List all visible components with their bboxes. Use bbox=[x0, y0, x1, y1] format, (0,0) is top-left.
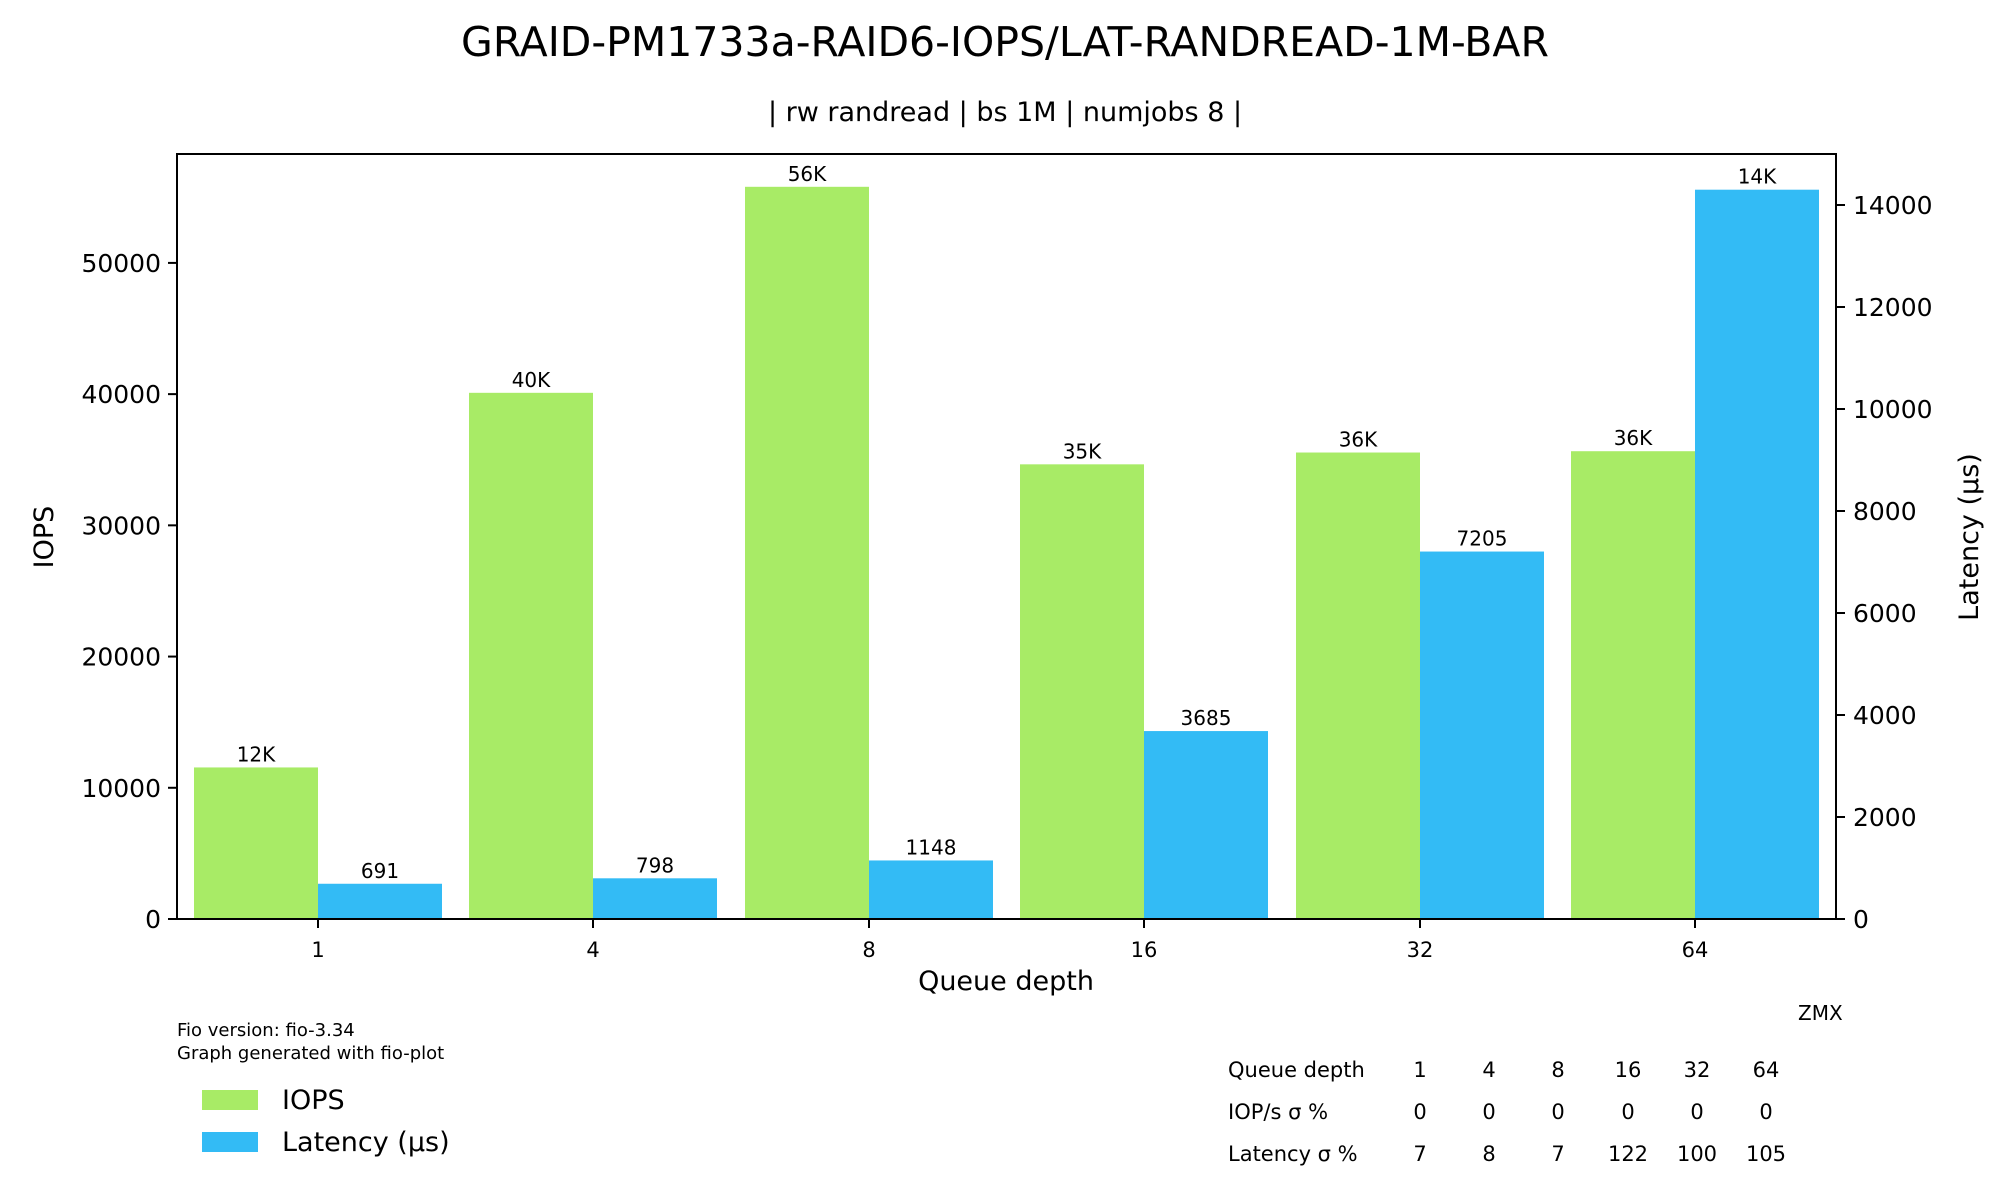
legend-label-latency: Latency (µs) bbox=[282, 1127, 450, 1158]
stats-cell: 0 bbox=[1690, 1100, 1703, 1124]
data-label-latency-16: 3685 bbox=[1181, 706, 1232, 730]
y-axis-label-right: Latency (µs) bbox=[1954, 453, 1985, 621]
stats-cell: 8 bbox=[1551, 1058, 1564, 1082]
data-label-latency-8: 1148 bbox=[906, 835, 957, 859]
bar-latency-64 bbox=[1695, 189, 1819, 919]
stats-cell: 0 bbox=[1413, 1100, 1426, 1124]
bar-latency-1 bbox=[318, 883, 442, 919]
stats-row-label: Latency σ % bbox=[1228, 1142, 1358, 1166]
watermark-text: ZMX bbox=[1798, 1001, 1843, 1025]
bar-latency-16 bbox=[1144, 731, 1268, 919]
bar-latency-4 bbox=[593, 878, 717, 919]
x-tick-label: 8 bbox=[862, 938, 875, 962]
chart-title: GRAID-PM1733a-RAID6-IOPS/LAT-RANDREAD-1M… bbox=[461, 18, 1549, 66]
x-tick-label: 32 bbox=[1407, 938, 1434, 962]
data-label-iops-8: 56K bbox=[788, 162, 827, 186]
stats-cell: 0 bbox=[1551, 1100, 1564, 1124]
bar-iops-16 bbox=[1020, 464, 1144, 919]
chart-subtitle: | rw randread | bs 1M | numjobs 8 | bbox=[768, 97, 1242, 128]
legend: IOPS Latency (µs) bbox=[202, 1085, 450, 1158]
left-tick-label: 30000 bbox=[81, 511, 161, 540]
right-tick-label: 6000 bbox=[1853, 599, 1917, 628]
bar-iops-64 bbox=[1571, 451, 1695, 919]
stats-cell: 105 bbox=[1746, 1142, 1786, 1166]
bar-labels-layer: 12K 40K 56K 35K 36K 36K 691 798 1148 3685 7205 14K bbox=[237, 162, 1777, 883]
x-tick-label: 1 bbox=[311, 938, 324, 962]
bar-latency-8 bbox=[869, 860, 993, 919]
data-label-iops-4: 40K bbox=[512, 368, 551, 392]
x-tick-label: 64 bbox=[1682, 938, 1709, 962]
stats-cell: 100 bbox=[1677, 1142, 1717, 1166]
data-label-latency-64: 14K bbox=[1738, 165, 1777, 189]
left-tick-label: 0 bbox=[145, 905, 161, 934]
x-axis: 1 4 8 16 32 64 bbox=[311, 919, 1708, 962]
left-tick-label: 50000 bbox=[81, 249, 161, 278]
stats-cell: 4 bbox=[1482, 1058, 1495, 1082]
stats-cell: 0 bbox=[1759, 1100, 1772, 1124]
stats-cell: 64 bbox=[1753, 1058, 1780, 1082]
stats-cell: 1 bbox=[1413, 1058, 1426, 1082]
data-label-iops-64: 36K bbox=[1614, 426, 1653, 450]
fio-plot-note: Graph generated with fio-plot bbox=[177, 1043, 444, 1064]
stats-cell: 8 bbox=[1482, 1142, 1495, 1166]
left-axis: 0 10000 20000 30000 40000 50000 bbox=[81, 249, 177, 934]
x-tick-label: 16 bbox=[1131, 938, 1158, 962]
right-tick-label: 14000 bbox=[1853, 191, 1933, 220]
right-tick-label: 0 bbox=[1853, 905, 1869, 934]
fio-version-note: Fio version: fio-3.34 bbox=[177, 1020, 355, 1041]
data-label-latency-4: 798 bbox=[636, 853, 674, 877]
stats-table: Queue depth 1 4 8 16 32 64 IOP/s σ % 0 0 0 0 0 0 Laten… bbox=[1228, 1058, 1786, 1166]
stats-cell: 0 bbox=[1482, 1100, 1495, 1124]
stats-cell: 0 bbox=[1621, 1100, 1634, 1124]
bar-iops-4 bbox=[469, 392, 593, 919]
right-tick-label: 2000 bbox=[1853, 803, 1917, 832]
legend-swatch-iops bbox=[202, 1090, 258, 1110]
bars-layer bbox=[194, 186, 1819, 920]
data-label-iops-16: 35K bbox=[1063, 439, 1102, 463]
right-axis: 0 2000 4000 6000 8000 10000 12000 14000 bbox=[1836, 191, 1933, 934]
right-tick-label: 4000 bbox=[1853, 701, 1917, 730]
right-tick-label: 12000 bbox=[1853, 293, 1933, 322]
data-label-iops-1: 12K bbox=[237, 742, 276, 766]
right-tick-label: 8000 bbox=[1853, 497, 1917, 526]
left-tick-label: 40000 bbox=[81, 380, 161, 409]
left-tick-label: 20000 bbox=[81, 643, 161, 672]
legend-label-iops: IOPS bbox=[282, 1085, 345, 1116]
data-label-latency-1: 691 bbox=[361, 859, 399, 883]
stats-cell: 7 bbox=[1551, 1142, 1564, 1166]
bar-iops-8 bbox=[745, 186, 869, 920]
stats-cell: 32 bbox=[1684, 1058, 1711, 1082]
bar-iops-32 bbox=[1296, 452, 1420, 919]
data-label-iops-32: 36K bbox=[1339, 428, 1378, 452]
left-tick-label: 10000 bbox=[81, 774, 161, 803]
stats-row-label: IOP/s σ % bbox=[1228, 1100, 1328, 1124]
right-tick-label: 10000 bbox=[1853, 395, 1933, 424]
plot-frame bbox=[176, 153, 1837, 920]
bar-latency-32 bbox=[1420, 551, 1544, 919]
y-axis-label-left: IOPS bbox=[29, 506, 60, 569]
stats-cell: 122 bbox=[1608, 1142, 1648, 1166]
legend-swatch-latency bbox=[202, 1132, 258, 1152]
stats-cell: 7 bbox=[1413, 1142, 1426, 1166]
bar-iops-1 bbox=[194, 767, 318, 919]
data-label-latency-32: 7205 bbox=[1457, 527, 1508, 551]
stats-cell: 16 bbox=[1615, 1058, 1642, 1082]
stats-row-label: Queue depth bbox=[1228, 1058, 1365, 1082]
x-tick-label: 4 bbox=[586, 938, 599, 962]
x-axis-label: Queue depth bbox=[918, 966, 1094, 997]
